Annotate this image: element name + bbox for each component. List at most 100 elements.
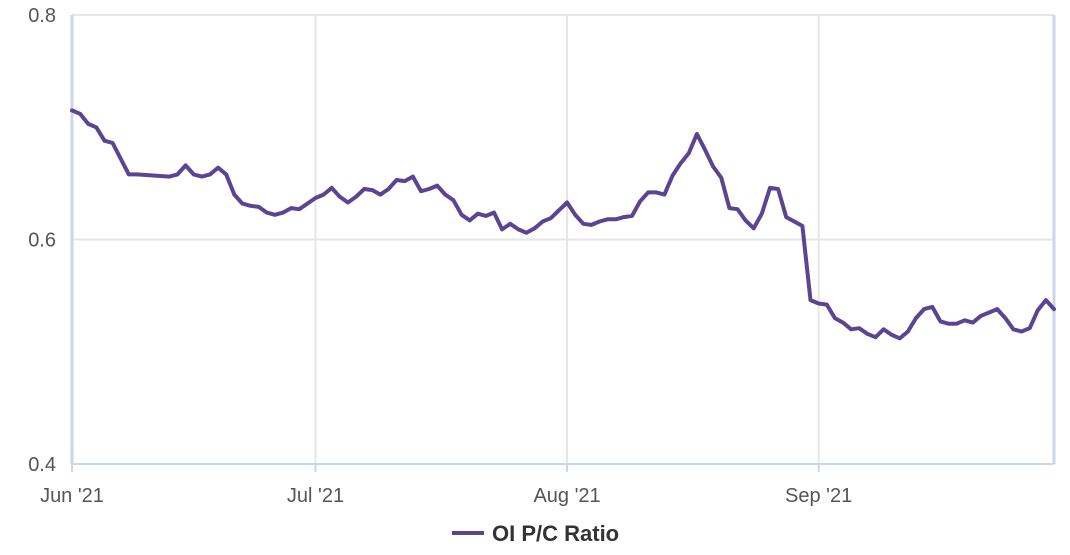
data-point[interactable] xyxy=(240,201,245,206)
data-point[interactable] xyxy=(94,125,99,130)
data-point[interactable] xyxy=(922,307,926,311)
data-point[interactable] xyxy=(776,187,780,191)
data-point[interactable] xyxy=(273,213,277,217)
data-point[interactable] xyxy=(954,321,959,326)
data-point[interactable] xyxy=(1052,307,1056,311)
data-point[interactable] xyxy=(865,332,870,336)
data-point[interactable] xyxy=(321,192,326,197)
data-point[interactable] xyxy=(662,192,667,197)
data-point[interactable] xyxy=(183,163,188,168)
data-point[interactable] xyxy=(573,213,577,217)
data-point[interactable] xyxy=(995,307,999,311)
data-point[interactable] xyxy=(386,187,391,191)
data-point[interactable] xyxy=(524,231,529,235)
data-point[interactable] xyxy=(873,335,878,340)
data-point[interactable] xyxy=(784,215,788,219)
data-point[interactable] xyxy=(1019,329,1024,334)
data-point[interactable] xyxy=(378,192,383,197)
data-point[interactable] xyxy=(313,196,318,200)
data-point[interactable] xyxy=(362,187,367,191)
data-point[interactable] xyxy=(589,223,594,227)
data-point[interactable] xyxy=(987,310,991,315)
data-point[interactable] xyxy=(329,186,334,190)
data-point[interactable] xyxy=(451,198,456,202)
data-point[interactable] xyxy=(354,195,358,199)
data-point[interactable] xyxy=(224,172,228,177)
data-point[interactable] xyxy=(630,214,634,218)
data-point[interactable] xyxy=(678,161,683,165)
data-point[interactable] xyxy=(687,151,691,155)
data-point[interactable] xyxy=(1003,316,1008,320)
data-point[interactable] xyxy=(898,336,902,341)
data-point[interactable] xyxy=(248,204,253,208)
data-point[interactable] xyxy=(419,189,423,193)
data-point[interactable] xyxy=(86,122,90,126)
data-point[interactable] xyxy=(411,174,415,179)
data-point[interactable] xyxy=(265,210,269,215)
data-point[interactable] xyxy=(946,321,951,326)
data-point[interactable] xyxy=(1036,308,1040,313)
data-point[interactable] xyxy=(216,165,220,170)
data-point[interactable] xyxy=(638,199,642,204)
data-point[interactable] xyxy=(484,214,488,218)
data-point[interactable] xyxy=(1011,327,1016,332)
data-point[interactable] xyxy=(889,333,894,337)
data-point[interactable] xyxy=(557,208,561,213)
data-point[interactable] xyxy=(670,173,675,178)
data-point[interactable] xyxy=(881,327,886,332)
data-point[interactable] xyxy=(792,219,797,224)
data-point[interactable] xyxy=(532,226,537,231)
data-point[interactable] xyxy=(459,213,464,217)
data-point[interactable] xyxy=(719,176,724,180)
data-point[interactable] xyxy=(305,201,310,206)
data-point[interactable] xyxy=(435,183,440,188)
data-point[interactable] xyxy=(151,173,155,178)
data-point[interactable] xyxy=(191,172,196,177)
data-point[interactable] xyxy=(256,205,261,209)
data-point[interactable] xyxy=(1044,298,1048,302)
data-point[interactable] xyxy=(727,206,732,210)
data-point[interactable] xyxy=(394,178,399,182)
data-point[interactable] xyxy=(200,174,204,179)
data-point[interactable] xyxy=(402,179,407,183)
data-point[interactable] xyxy=(476,211,480,216)
data-point[interactable] xyxy=(565,200,569,205)
data-point[interactable] xyxy=(281,210,285,215)
data-point[interactable] xyxy=(500,227,504,232)
data-point[interactable] xyxy=(135,172,139,177)
data-point[interactable] xyxy=(338,195,342,199)
data-point[interactable] xyxy=(516,227,521,232)
data-point[interactable] xyxy=(1027,326,1032,331)
data-point[interactable] xyxy=(962,318,967,323)
data-point[interactable] xyxy=(297,207,302,211)
data-point[interactable] xyxy=(622,215,626,219)
data-point[interactable] xyxy=(346,200,350,205)
data-point[interactable] xyxy=(167,174,172,179)
data-point[interactable] xyxy=(597,219,602,224)
data-point[interactable] xyxy=(695,132,699,136)
data-point[interactable] xyxy=(979,314,983,318)
data-point[interactable] xyxy=(175,172,180,177)
data-point[interactable] xyxy=(110,141,115,145)
data-point[interactable] xyxy=(654,190,659,195)
data-point[interactable] xyxy=(751,226,756,231)
data-point[interactable] xyxy=(825,302,829,307)
legend[interactable]: OI P/C Ratio xyxy=(452,521,619,546)
data-point[interactable] xyxy=(467,218,472,223)
data-point[interactable] xyxy=(427,187,431,191)
data-point[interactable] xyxy=(914,316,918,320)
data-point[interactable] xyxy=(646,190,650,195)
data-point[interactable] xyxy=(808,298,813,302)
data-point[interactable] xyxy=(70,108,74,113)
data-point[interactable] xyxy=(127,172,131,177)
data-point[interactable] xyxy=(443,192,448,197)
data-point[interactable] xyxy=(370,188,375,192)
data-point[interactable] xyxy=(102,138,107,143)
data-point[interactable] xyxy=(906,329,910,334)
data-point[interactable] xyxy=(735,207,740,211)
data-point[interactable] xyxy=(581,222,586,226)
data-point[interactable] xyxy=(605,217,610,222)
data-point[interactable] xyxy=(743,218,748,223)
data-point[interactable] xyxy=(857,326,861,331)
data-point[interactable] xyxy=(971,320,975,325)
